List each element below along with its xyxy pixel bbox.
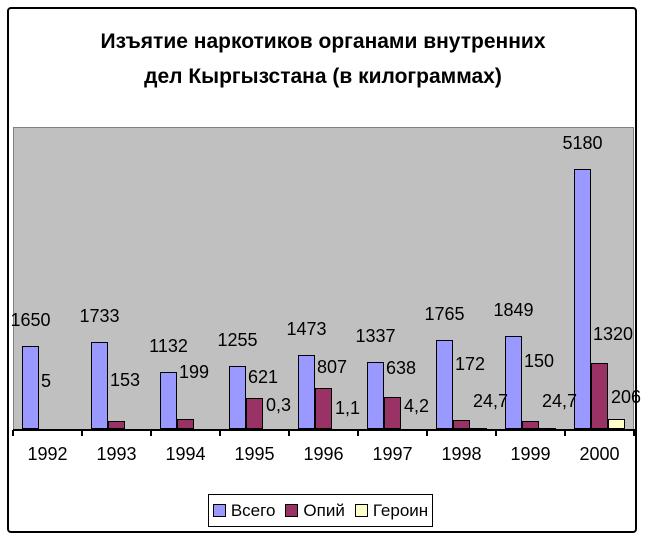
bar-Опий-1996[interactable]: [315, 388, 332, 429]
legend-label-Опий: Опий: [303, 500, 345, 520]
bar-Опий-1999[interactable]: [522, 421, 539, 429]
x-axis-label-1993: 1993: [96, 444, 137, 464]
bar-Всего-2000[interactable]: [574, 169, 591, 429]
bar-Всего-1995[interactable]: [229, 366, 246, 429]
data-label-Всего-1998: 1765: [424, 304, 465, 324]
data-label-Опий-1995: 621: [248, 367, 279, 387]
bar-Всего-1998[interactable]: [436, 340, 453, 429]
chart-title: Изъятие наркотиков органами внутренних д…: [0, 24, 646, 94]
bar-Всего-1999[interactable]: [505, 336, 522, 429]
legend-entry-Героин[interactable]: Героин: [354, 500, 429, 520]
data-label-Опий-1999: 150: [524, 351, 555, 371]
bar-Опий-1994[interactable]: [177, 419, 194, 429]
x-axis-label-1996: 1996: [303, 444, 344, 464]
x-axis-tick: [150, 430, 152, 436]
legend-label-Героин: Героин: [372, 500, 429, 520]
x-axis-tick: [495, 430, 497, 436]
data-label-Опий-1996: 807: [317, 357, 348, 377]
data-label-Героин-1998: 24,7: [473, 391, 509, 411]
bar-Опий-2000[interactable]: [591, 363, 608, 429]
bar-Героин-2000[interactable]: [608, 419, 625, 429]
data-label-Героин-1999: 24,7: [542, 391, 578, 411]
x-axis-tick: [426, 430, 428, 436]
data-label-Героин-2000: 206: [611, 387, 642, 407]
data-label-Всего-2000: 5180: [562, 133, 603, 153]
data-label-Всего-1999: 1849: [493, 300, 534, 320]
x-axis-label-1998: 1998: [441, 444, 482, 464]
legend-swatch-Опий: [285, 504, 299, 517]
chart-title-line2: дел Кыргызстана (в килограммах): [144, 65, 502, 88]
x-axis-label-1995: 1995: [234, 444, 275, 464]
legend-swatch-Героин: [354, 504, 368, 517]
data-label-Всего-1992: 1650: [10, 310, 51, 330]
data-label-Всего-1996: 1473: [286, 319, 327, 339]
data-label-Опий-1993: 153: [110, 370, 141, 390]
chart-title-line1: Изъятие наркотиков органами внутренних: [100, 30, 546, 53]
data-label-Всего-1994: 1132: [149, 336, 188, 356]
bar-Всего-1997[interactable]: [367, 362, 384, 429]
x-axis-tick: [12, 430, 14, 436]
data-label-Героин-1995: 0,3: [266, 395, 292, 415]
x-axis-label-1997: 1997: [372, 444, 413, 464]
bar-Всего-1994[interactable]: [160, 372, 177, 429]
bar-Всего-1993[interactable]: [91, 342, 108, 429]
x-axis-tick: [288, 430, 290, 436]
x-axis-tick: [633, 430, 635, 436]
data-label-Всего-1995: 1255: [217, 330, 258, 350]
bar-Всего-1996[interactable]: [298, 355, 315, 429]
x-axis-tick: [564, 430, 566, 436]
bar-Опий-1995[interactable]: [246, 398, 263, 429]
x-axis-tick: [81, 430, 83, 436]
legend-entry-Всего[interactable]: Всего: [212, 500, 276, 520]
x-axis-tick: [219, 430, 221, 436]
bar-Опий-1998[interactable]: [453, 420, 470, 429]
data-label-Всего-1993: 1733: [79, 306, 120, 326]
x-axis-label-1992: 1992: [27, 444, 68, 464]
x-axis-tick: [357, 430, 359, 436]
bar-Опий-1997[interactable]: [384, 397, 401, 429]
data-label-Всего-1997: 1337: [355, 326, 396, 346]
bar-Героин-1998[interactable]: [470, 428, 487, 429]
bar-Всего-1992[interactable]: [22, 346, 39, 429]
bar-Героин-1999[interactable]: [539, 428, 556, 429]
x-axis-label-2000: 2000: [579, 444, 620, 464]
data-label-Опий-2000: 1320: [593, 324, 634, 344]
legend-entry-Опий[interactable]: Опий: [285, 500, 345, 520]
x-axis-label-1994: 1994: [165, 444, 206, 464]
chart-border: [7, 7, 637, 533]
legend: Всего Опий Героин: [208, 494, 433, 527]
legend-swatch-Всего: [212, 504, 226, 517]
data-label-Опий-1997: 638: [386, 358, 417, 378]
legend-label-Всего: Всего: [230, 500, 276, 520]
data-label-Героин-1996: 1,1: [335, 398, 361, 418]
data-label-Опий-1994: 199: [179, 362, 210, 382]
data-label-Героин-1997: 4,2: [404, 396, 430, 416]
data-label-Опий-1998: 172: [455, 354, 486, 374]
data-label-Опий-1992: 5: [41, 371, 52, 391]
bar-Опий-1993[interactable]: [108, 421, 125, 429]
x-axis-label-1999: 1999: [510, 444, 551, 464]
x-axis-line: [13, 429, 635, 431]
